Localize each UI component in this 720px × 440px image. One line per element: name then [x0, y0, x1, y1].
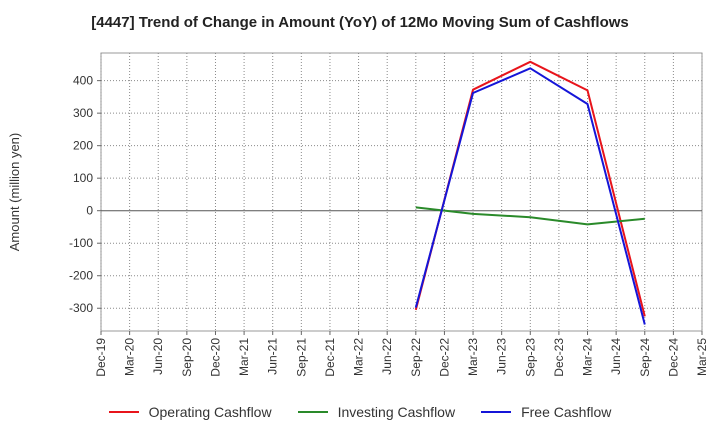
legend-label: Operating Cashflow	[148, 404, 272, 420]
x-tick-label: Jun-20	[151, 338, 165, 375]
x-tick-label: Dec-20	[208, 338, 222, 377]
x-tick-label: Dec-24	[666, 338, 680, 377]
y-tick-label: 400	[73, 74, 93, 88]
chart-title: [4447] Trend of Change in Amount (YoY) o…	[91, 14, 629, 31]
x-tick-label: Sep-20	[180, 338, 194, 377]
x-tick-label: Dec-23	[552, 338, 566, 377]
series-line-investing-cashflow	[415, 206, 645, 226]
x-tick-label: Mar-23	[466, 338, 480, 376]
legend-swatch	[481, 411, 512, 413]
x-tick-label: Mar-25	[695, 338, 709, 376]
x-tick-label: Dec-21	[323, 338, 337, 377]
legend-item: Operating Cashflow	[108, 404, 272, 420]
plot-area	[100, 52, 703, 332]
legend-item: Free Cashflow	[481, 404, 611, 420]
x-tick-label: Mar-20	[123, 338, 137, 376]
legend-swatch	[297, 411, 328, 413]
x-tick-label: Mar-21	[237, 338, 251, 376]
x-tick-label: Jun-22	[380, 338, 394, 375]
series-line-free-cashflow	[414, 67, 646, 325]
legend-item: Investing Cashflow	[297, 404, 456, 420]
legend-label: Investing Cashflow	[337, 404, 456, 420]
y-axis-label: Amount (million yen)	[7, 133, 22, 252]
y-tick-label: -300	[69, 301, 93, 315]
grid-lines	[100, 53, 703, 331]
y-tick-label: 0	[86, 204, 93, 218]
x-tick-label: Dec-19	[94, 338, 108, 377]
x-tick-label: Jun-24	[609, 338, 623, 375]
y-tick-label: -200	[69, 269, 93, 283]
x-tick-label: Sep-24	[638, 338, 652, 377]
x-tick-label: Sep-23	[523, 338, 537, 377]
x-tick-label: Mar-22	[352, 338, 366, 376]
x-tick-label: Jun-23	[495, 338, 509, 375]
legend-swatch	[108, 411, 139, 413]
y-tick-label: 100	[73, 171, 93, 185]
y-tick-label: 200	[73, 139, 93, 153]
legend: Operating Cashflow Investing Cashflow Free…	[0, 404, 720, 420]
legend-label: Free Cashflow	[521, 404, 612, 420]
x-tick-label: Mar-24	[581, 338, 595, 376]
x-tick-label: Jun-21	[266, 338, 280, 375]
x-tick-label: Sep-21	[294, 338, 308, 377]
series-lines	[414, 60, 646, 325]
y-tick-label: -100	[69, 236, 93, 250]
axes: Dec-19 Mar-20 Jun-20 Sep-20 Dec-20 Mar-21 Jun-…	[7, 74, 709, 377]
x-tick-label: Sep-22	[409, 338, 423, 377]
x-tick-label: Dec-22	[437, 338, 451, 377]
y-tick-label: 300	[73, 106, 93, 120]
